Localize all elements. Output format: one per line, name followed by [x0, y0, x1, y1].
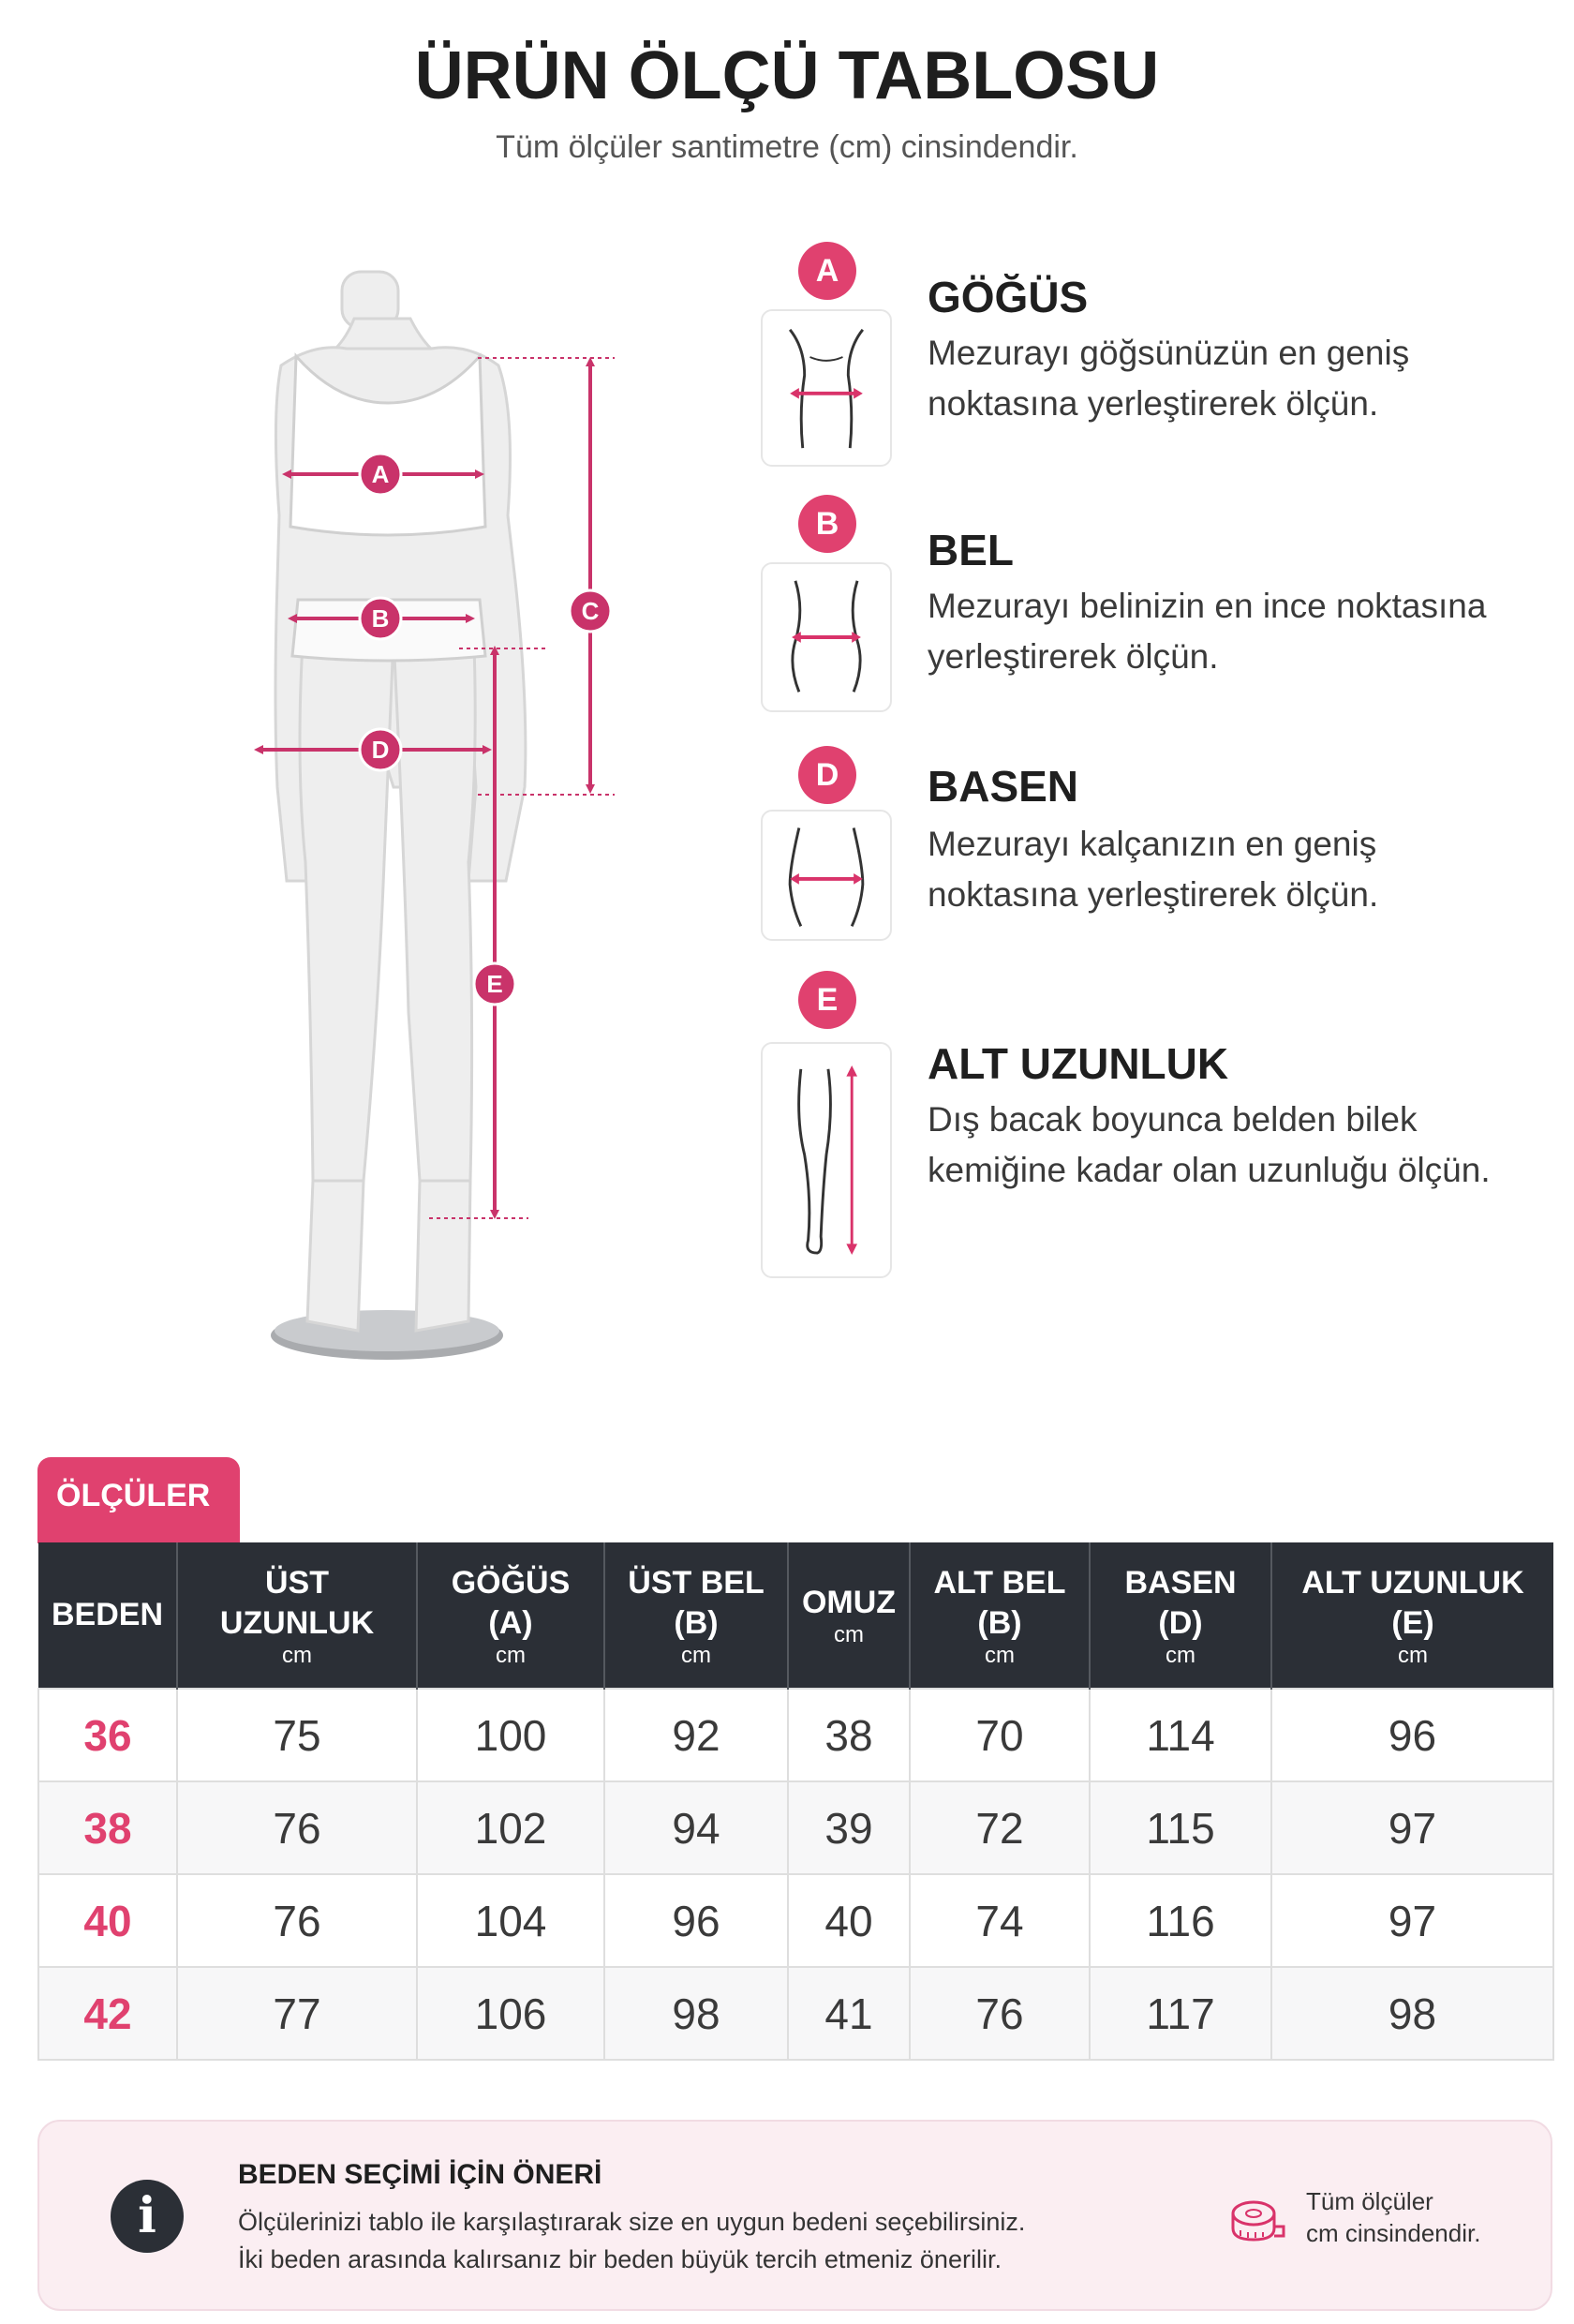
marker-d: D: [358, 727, 403, 772]
table-cell: 97: [1270, 1780, 1554, 1875]
svg-text:E: E: [486, 970, 502, 998]
marker-e: E: [472, 961, 517, 1006]
measurement-desc-line1: Mezurayı göğsünüzün en geniş: [928, 334, 1410, 372]
waist-measure-icon: [761, 562, 892, 712]
table-cell: 77: [176, 1966, 418, 2061]
table-cell: 38: [787, 1688, 911, 1782]
table-cell: 40: [787, 1873, 911, 1968]
mannequin-figure: A B C D E: [112, 262, 646, 1378]
table-tab-label: ÖLÇÜLER: [37, 1457, 240, 1543]
measurement-title: BEL: [928, 526, 1014, 574]
mannequin-illustration: A B C D E: [254, 270, 615, 1360]
table-cell: 96: [603, 1873, 789, 1968]
table-cell: 92: [603, 1688, 789, 1782]
column-header: BEDEN: [38, 1542, 178, 1689]
measurement-desc-line1: Mezurayı belinizin en ince noktasına: [928, 587, 1487, 625]
hip-measure-icon: [761, 810, 892, 941]
marker-b: B: [358, 596, 403, 641]
column-header: ALT BEL (B) cm: [910, 1542, 1091, 1689]
table-cell: 41: [787, 1966, 911, 2061]
size-recommendation-box: i BEDEN SEÇİMİ İÇİN ÖNERİ Ölçülerinizi t…: [37, 2120, 1552, 2311]
recommendation-text-line1: Ölçülerinizi tablo ile karşılaştırarak s…: [238, 2208, 1026, 2236]
marker-a: A: [358, 452, 403, 497]
column-header: BASEN (D) cm: [1090, 1542, 1272, 1689]
table-cell: 96: [1270, 1688, 1554, 1782]
table-cell: 76: [176, 1780, 418, 1875]
table-cell: 114: [1089, 1688, 1272, 1782]
measurement-desc-line2: yerleştirerek ölçün.: [928, 637, 1219, 676]
column-header: ALT UZUNLUK (E) cm: [1271, 1542, 1553, 1689]
table-cell: 117: [1089, 1966, 1272, 2061]
table-cell: 94: [603, 1780, 789, 1875]
table-cell: 97: [1270, 1873, 1554, 1968]
table-cell: 100: [416, 1688, 605, 1782]
measurement-desc-line1: Dış bacak boyunca belden bilek: [928, 1100, 1418, 1139]
size-cell: 42: [37, 1966, 178, 2061]
table-cell: 72: [909, 1780, 1091, 1875]
svg-text:B: B: [372, 604, 390, 633]
unit-note: Tüm ölçüler cm cinsindendir.: [1306, 2185, 1531, 2249]
leg-length-icon: [761, 1042, 892, 1278]
page-title: ÜRÜN ÖLÇÜ TABLOSU: [414, 38, 1160, 113]
measurement-title: GÖĞÜS: [928, 273, 1089, 321]
table-cell: 76: [909, 1966, 1091, 2061]
table-cell: 70: [909, 1688, 1091, 1782]
measurement-title: ALT UZUNLUK: [928, 1039, 1229, 1088]
table-cell: 115: [1089, 1780, 1272, 1875]
table-cell: 75: [176, 1688, 418, 1782]
column-header: GÖĞÜS (A) cm: [417, 1542, 605, 1689]
measurement-desc-line2: noktasına yerleştirerek ölçün.: [928, 875, 1379, 914]
badge-b: B: [798, 495, 856, 553]
page-subtitle: Tüm ölçüler santimetre (cm) cinsindendir…: [496, 129, 1078, 165]
badge-a: A: [798, 242, 856, 300]
info-icon: i: [111, 2180, 184, 2253]
table-cell: 106: [416, 1966, 605, 2061]
size-table: BEDEN ÜST UZUNLUK cm GÖĞÜS (A) cm ÜST BEL (B)…: [37, 1542, 1554, 2061]
unit-note-line1: Tüm ölçüler: [1306, 2187, 1433, 2215]
marker-c: C: [568, 588, 613, 633]
table-cell: 76: [176, 1873, 418, 1968]
column-header: OMUZ cm: [788, 1542, 911, 1689]
svg-text:A: A: [372, 460, 390, 488]
table-row: 38 76 102 94 39 72 115 97: [37, 1780, 1554, 1875]
table-cell: 98: [1270, 1966, 1554, 2061]
table-cell: 116: [1089, 1873, 1272, 1968]
column-header: ÜST UZUNLUK cm: [177, 1542, 418, 1689]
measurement-desc-line2: kemiğine kadar olan uzunluğu ölçün.: [928, 1151, 1491, 1189]
table-header-row: BEDEN ÜST UZUNLUK cm GÖĞÜS (A) cm ÜST BEL (B)…: [38, 1542, 1553, 1689]
measurement-title: BASEN: [928, 762, 1079, 811]
column-header: ÜST BEL (B) cm: [604, 1542, 789, 1689]
svg-text:C: C: [582, 597, 600, 625]
table-row: 42 77 106 98 41 76 117 98: [37, 1966, 1554, 2061]
unit-note-line2: cm cinsindendir.: [1306, 2219, 1481, 2247]
chest-measure-icon: [761, 309, 892, 467]
size-cell: 38: [37, 1780, 178, 1875]
table-cell: 98: [603, 1966, 789, 2061]
measuring-tape-icon: [1225, 2189, 1285, 2249]
size-cell: 36: [37, 1688, 178, 1782]
table-cell: 104: [416, 1873, 605, 1968]
table-cell: 74: [909, 1873, 1091, 1968]
table-row: 40 76 104 96 40 74 116 97: [37, 1873, 1554, 1968]
table-cell: 102: [416, 1780, 605, 1875]
table-row: 36 75 100 92 38 70 114 96: [37, 1688, 1554, 1782]
svg-text:D: D: [372, 736, 390, 764]
measurement-desc-line2: noktasına yerleştirerek ölçün.: [928, 384, 1379, 423]
badge-d: D: [798, 746, 856, 804]
recommendation-title: BEDEN SEÇİMİ İÇİN ÖNERİ: [238, 2159, 602, 2190]
table-cell: 39: [787, 1780, 911, 1875]
measurement-desc-line1: Mezurayı kalçanızın en geniş: [928, 825, 1377, 863]
size-cell: 40: [37, 1873, 178, 1968]
badge-e: E: [798, 971, 856, 1029]
recommendation-text-line2: İki beden arasında kalırsanız bir beden …: [238, 2245, 1002, 2273]
